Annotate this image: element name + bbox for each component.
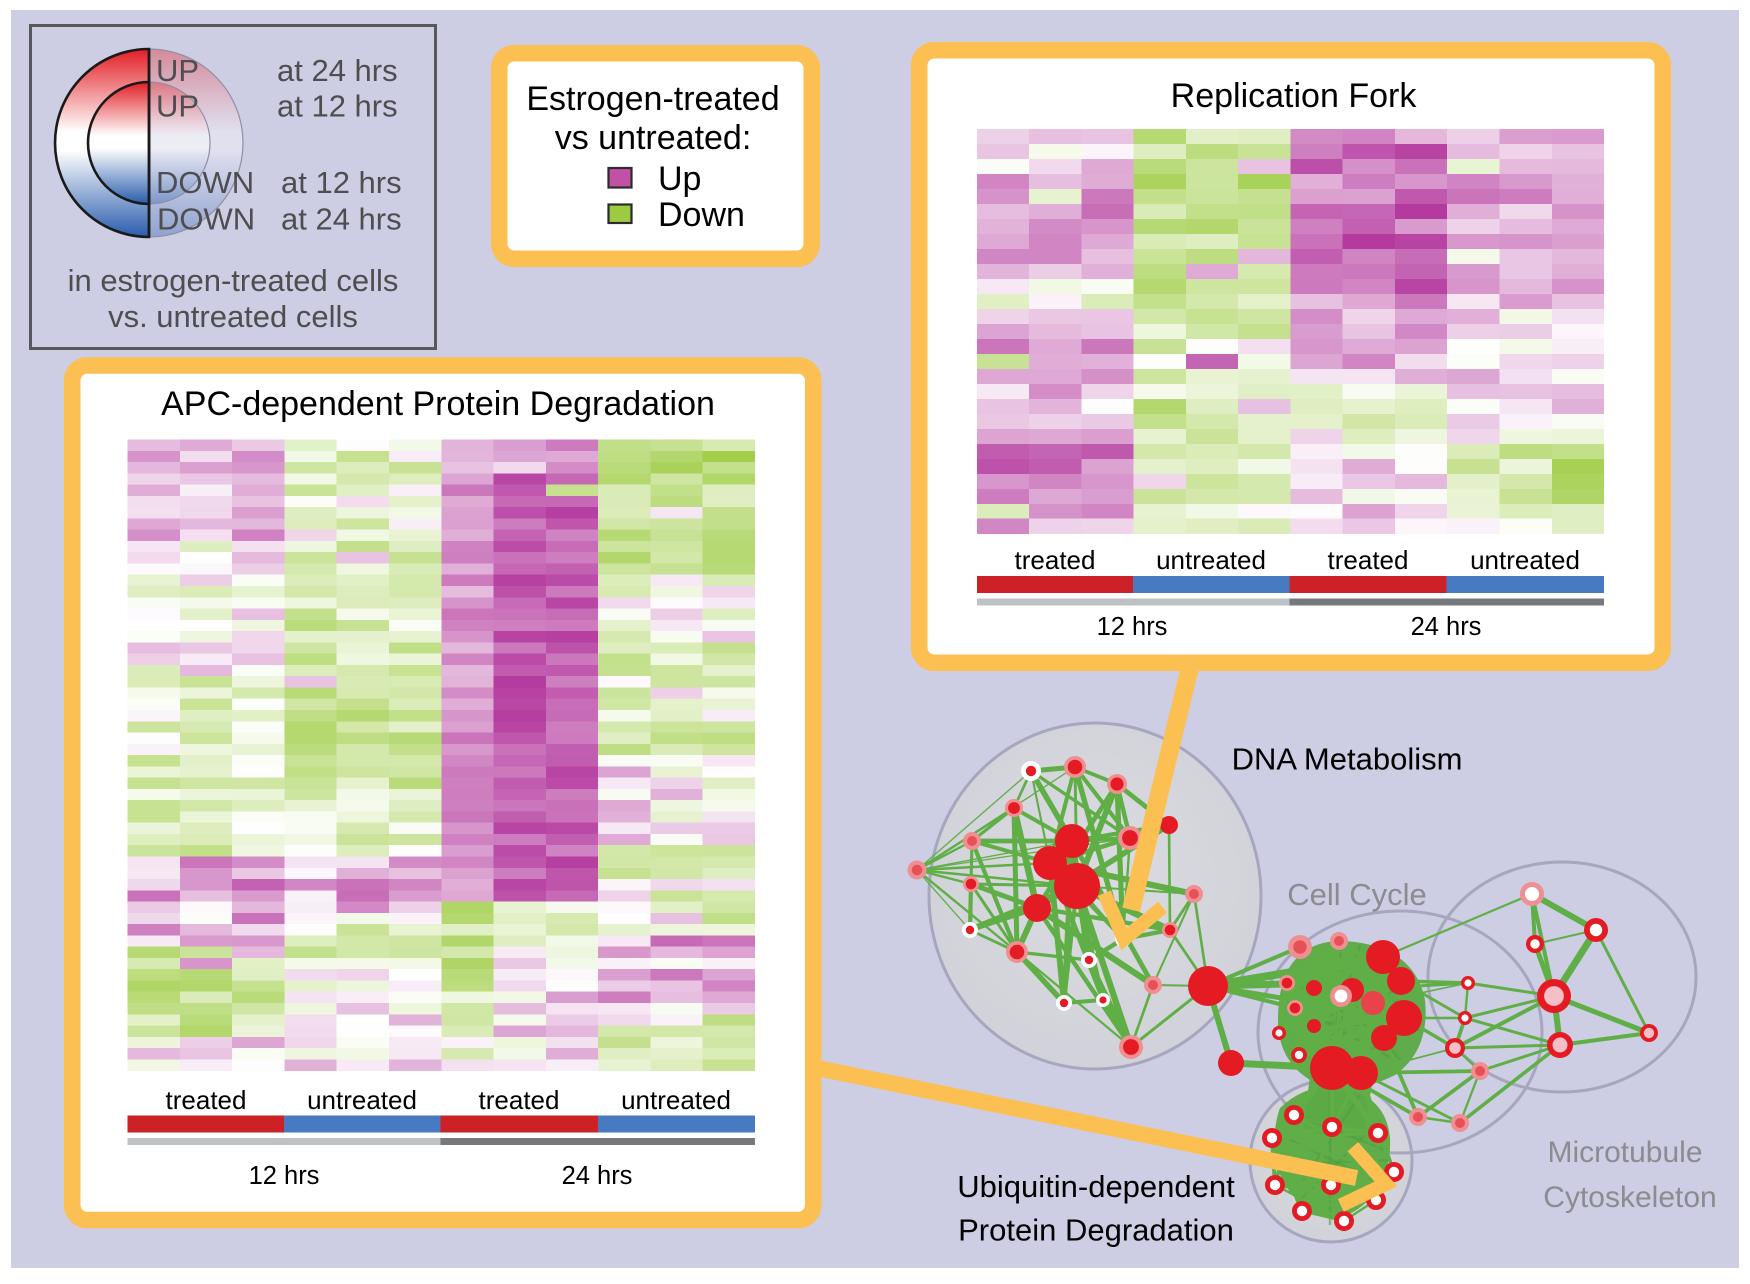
- svg-text:Down: Down: [658, 196, 745, 234]
- svg-text:at 12 hrs: at 12 hrs: [277, 89, 398, 124]
- svg-text:at 12 hrs: at 12 hrs: [281, 165, 402, 200]
- svg-text:Estrogen-treated: Estrogen-treated: [526, 80, 779, 118]
- svg-text:DOWN: DOWN: [157, 202, 255, 237]
- svg-text:UP: UP: [156, 53, 199, 88]
- svg-text:untreated: untreated: [1156, 545, 1266, 575]
- svg-text:24 hrs: 24 hrs: [562, 1162, 633, 1190]
- svg-text:in estrogen-treated cells: in estrogen-treated cells: [68, 263, 399, 298]
- svg-text:treated: treated: [1328, 545, 1409, 575]
- svg-text:24 hrs: 24 hrs: [1411, 613, 1482, 641]
- svg-text:DOWN: DOWN: [156, 165, 254, 200]
- svg-text:vs untreated:: vs untreated:: [555, 119, 752, 157]
- svg-text:Cell Cycle: Cell Cycle: [1287, 877, 1427, 912]
- svg-text:Up: Up: [658, 160, 701, 198]
- svg-text:treated: treated: [479, 1085, 560, 1115]
- svg-text:12 hrs: 12 hrs: [249, 1162, 320, 1190]
- svg-text:APC-dependent Protein Degradat: APC-dependent Protein Degradation: [161, 385, 715, 423]
- svg-text:untreated: untreated: [621, 1085, 731, 1115]
- svg-text:Cytoskeleton: Cytoskeleton: [1543, 1181, 1716, 1214]
- svg-text:Protein Degradation: Protein Degradation: [958, 1213, 1234, 1248]
- svg-text:at 24 hrs: at 24 hrs: [281, 202, 402, 237]
- svg-text:DNA Metabolism: DNA Metabolism: [1232, 742, 1463, 777]
- svg-text:Replication Fork: Replication Fork: [1171, 77, 1418, 115]
- svg-text:vs. untreated cells: vs. untreated cells: [108, 299, 358, 334]
- svg-text:Ubiquitin-dependent: Ubiquitin-dependent: [957, 1169, 1235, 1204]
- svg-text:12 hrs: 12 hrs: [1097, 613, 1168, 641]
- svg-text:treated: treated: [1015, 545, 1096, 575]
- svg-text:UP: UP: [156, 89, 199, 124]
- svg-text:untreated: untreated: [307, 1085, 417, 1115]
- svg-text:treated: treated: [166, 1085, 247, 1115]
- svg-text:untreated: untreated: [1470, 545, 1580, 575]
- svg-text:Microtubule: Microtubule: [1547, 1136, 1702, 1169]
- svg-text:at 24 hrs: at 24 hrs: [277, 53, 398, 88]
